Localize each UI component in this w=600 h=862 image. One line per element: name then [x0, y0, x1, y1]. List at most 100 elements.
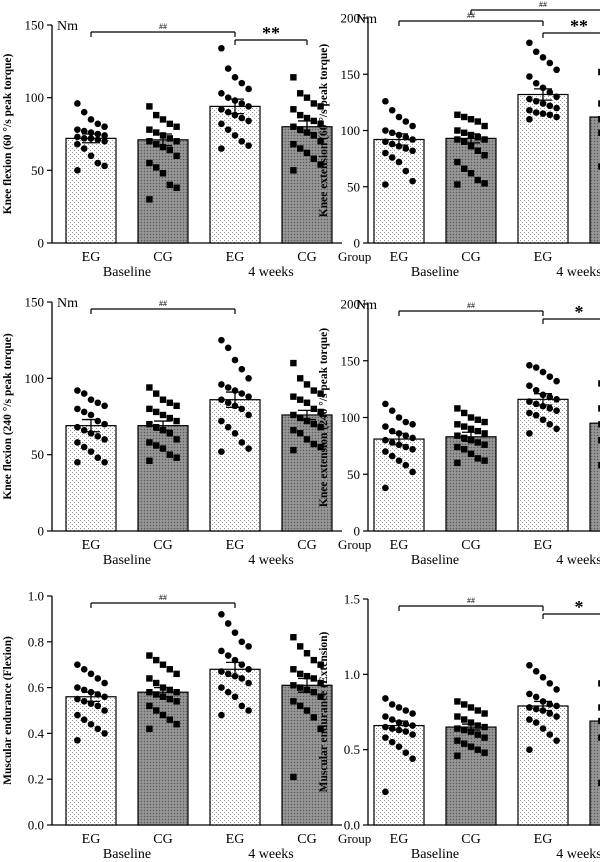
data-point — [546, 680, 554, 687]
data-point — [297, 670, 304, 678]
data-point — [310, 155, 317, 162]
data-point — [402, 720, 410, 728]
data-point — [146, 457, 153, 464]
bar-2 — [137, 691, 189, 826]
data-point — [224, 652, 232, 659]
data-point — [546, 701, 554, 708]
data-point — [290, 773, 297, 781]
data-point — [153, 423, 160, 431]
data-point — [395, 457, 403, 464]
data-point — [526, 95, 533, 103]
data-point — [94, 433, 102, 440]
data-point — [409, 710, 416, 717]
data-point — [74, 736, 81, 744]
data-point — [297, 90, 304, 97]
data-point — [402, 418, 410, 426]
data-point — [166, 399, 173, 406]
data-point — [224, 108, 232, 116]
y-tick-label: 0.2 — [28, 772, 44, 787]
data-point — [409, 731, 416, 738]
bar-2 — [445, 137, 497, 244]
data-point — [303, 707, 311, 714]
chart-panel-3: Knee flexion (240 °/s peak torque) 0 50 100… — [2, 295, 371, 569]
data-point — [218, 381, 225, 388]
y-axis-label: Knee extension (240 °/s peak torque) — [318, 328, 330, 507]
data-point — [101, 420, 108, 428]
data-point — [166, 135, 173, 142]
data-point — [310, 405, 317, 413]
y-tick-label: 0.0 — [28, 818, 44, 833]
chart-panel-1: Knee flexion (60 °/s peak torque) 0 50 100 1… — [2, 18, 371, 281]
data-point — [539, 110, 547, 117]
bar-3 — [209, 399, 261, 532]
data-point — [317, 408, 324, 416]
data-point — [159, 411, 167, 419]
data-point — [409, 136, 416, 143]
data-point — [461, 740, 468, 747]
data-point — [598, 405, 600, 412]
data-point — [481, 122, 488, 130]
data-point — [461, 165, 468, 172]
data-point — [539, 100, 547, 107]
data-point — [290, 666, 297, 673]
y-tick-label: 100 — [341, 410, 361, 425]
data-point — [532, 705, 540, 713]
data-point — [238, 137, 246, 145]
data-point — [532, 97, 540, 105]
data-point — [94, 675, 102, 682]
data-point — [238, 390, 246, 397]
data-point — [146, 103, 153, 110]
data-point — [526, 39, 533, 47]
data-point — [454, 752, 461, 759]
data-point — [173, 670, 180, 678]
significance-label: ## — [159, 299, 167, 308]
data-point — [245, 142, 252, 149]
data-point — [101, 679, 108, 687]
data-point — [74, 387, 81, 394]
y-unit-label: Nm — [356, 298, 377, 313]
data-point — [454, 725, 461, 732]
data-point — [481, 441, 488, 448]
data-point — [467, 143, 475, 150]
data-point — [474, 439, 481, 446]
data-point — [303, 650, 311, 657]
data-point — [74, 695, 81, 703]
data-point — [382, 695, 389, 702]
data-point — [159, 445, 167, 452]
data-point — [382, 97, 389, 105]
bar-4 — [589, 720, 600, 826]
significance-label: * — [575, 597, 584, 617]
data-point — [173, 184, 180, 191]
data-point — [238, 702, 246, 710]
data-point — [526, 704, 533, 711]
y-tick-label: 0 — [354, 524, 361, 539]
data-point — [146, 675, 153, 682]
chart-panel-4: Knee extension (240 °/s peak torque) 0 50 1… — [318, 297, 600, 568]
data-point — [382, 734, 389, 741]
data-point — [598, 461, 600, 469]
data-point — [461, 409, 468, 417]
data-point — [146, 126, 153, 133]
data-point — [539, 725, 547, 732]
data-point — [290, 140, 297, 148]
data-point — [317, 120, 324, 128]
data-point — [297, 414, 304, 422]
data-point — [481, 749, 488, 756]
data-point — [87, 670, 95, 678]
data-point — [467, 450, 475, 458]
y-tick-label: 0 — [38, 236, 45, 251]
data-point — [388, 725, 396, 732]
data-point — [388, 407, 396, 414]
y-tick-label: 50 — [31, 447, 44, 462]
data-point — [297, 643, 304, 650]
data-point — [101, 137, 108, 145]
data-point — [94, 159, 102, 167]
data-point — [317, 725, 324, 733]
data-point — [74, 684, 81, 691]
data-point — [159, 661, 167, 668]
data-point — [245, 665, 252, 673]
data-point — [74, 423, 81, 431]
data-point — [598, 734, 600, 741]
data-point — [297, 702, 304, 710]
data-point — [598, 100, 600, 107]
